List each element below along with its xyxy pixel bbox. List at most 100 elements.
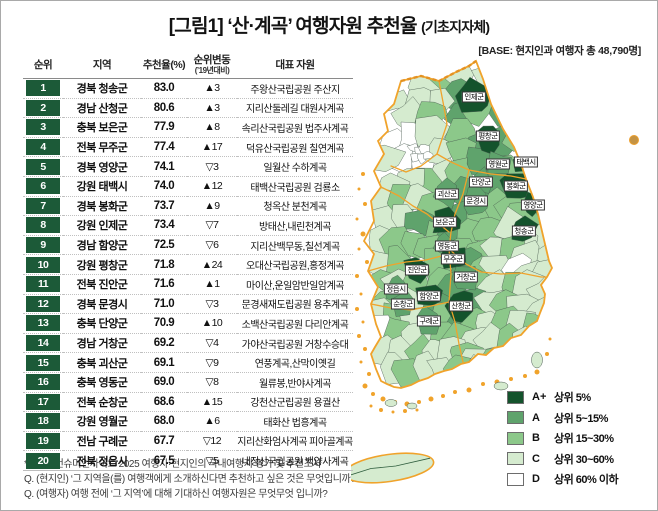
change-cell: ▽3 <box>187 294 237 315</box>
rank-cell: 19 <box>23 431 63 452</box>
resource-cell: 주왕산국립공원 주산지 <box>237 78 353 99</box>
change-cell: ▲15 <box>187 392 237 413</box>
rank-badge: 4 <box>26 139 60 156</box>
resource-cell: 청옥산 분천계곡 <box>237 196 353 217</box>
legend-label: 상위 15~30% <box>554 433 614 446</box>
rank-badge: 18 <box>26 413 60 430</box>
rank-badge: 6 <box>26 178 60 195</box>
resource-cell: 지리산둘레길 대원사계곡 <box>237 98 353 119</box>
resource-cell: 소백산국립공원 다리안계곡 <box>237 313 353 334</box>
map-region-label: 구례군 <box>416 315 442 327</box>
legend-swatch-b <box>507 431 524 445</box>
region-cell: 충북 괴산군 <box>63 352 141 373</box>
page-title: [그림1] ‘산·계곡’ 여행자원 추천율 (기초지자체) <box>1 11 657 38</box>
resource-cell: 덕유산국립공원 칠연계곡 <box>237 137 353 158</box>
rank-cell: 18 <box>23 411 63 432</box>
table-row: 10 강원 평창군 71.8 ▲24 오대산국립공원,홍정계곡 <box>23 254 353 275</box>
rank-badge: 10 <box>26 256 60 273</box>
resource-cell: 마이산,운일암반일암계곡 <box>237 274 353 295</box>
resource-cell: 연풍계곡,산막이옛길 <box>237 352 353 373</box>
map-region-label: 평창군 <box>475 130 501 142</box>
legend-swatch-a <box>507 411 524 425</box>
map-region-label: 청송군 <box>511 225 537 237</box>
legend-label: 상위 5~15% <box>554 412 608 425</box>
table-row: 12 경북 문경시 71.0 ▽3 문경새재도립공원 용추계곡 <box>23 294 353 315</box>
legend-item: B 상위 15~30% <box>507 428 618 449</box>
resource-cell: 문경새재도립공원 용추계곡 <box>237 294 353 315</box>
legend-grade: D <box>532 473 540 486</box>
legend-grade: B <box>532 432 540 445</box>
resource-cell: 태화산 법흥계곡 <box>237 411 353 432</box>
change-cell: ▽3 <box>187 156 237 177</box>
rank-cell: 10 <box>23 254 63 275</box>
map-region-label: 봉화군 <box>503 180 529 192</box>
legend-label: 상위 30~60% <box>554 453 614 466</box>
rate-cell: 73.7 <box>141 196 187 217</box>
rank-badge: 2 <box>26 99 60 116</box>
rate-cell: 68.0 <box>141 411 187 432</box>
rank-badge: 1 <box>26 80 60 97</box>
table-row: 6 강원 태백시 74.0 ▲12 태백산국립공원 검룡소 <box>23 176 353 197</box>
province-boundaries <box>367 80 548 363</box>
rate-cell: 71.0 <box>141 294 187 315</box>
rank-cell: 1 <box>23 78 63 99</box>
region-cell: 전북 순창군 <box>63 392 141 413</box>
dmz-line <box>400 60 477 83</box>
region-cell: 경남 거창군 <box>63 333 141 354</box>
change-cell: ▽8 <box>187 372 237 393</box>
rate-cell: 73.4 <box>141 215 187 236</box>
table-row: 14 경남 거창군 69.2 ▽4 가야산국립공원 거창수승대 <box>23 333 353 354</box>
ranking-table: 순위 지역 추천율(%) 순위변동 (’19년대비) 대표 자원 1 경북 청송군 8… <box>23 55 353 471</box>
region-cell: 전북 무주군 <box>63 137 141 158</box>
region-cell: 전남 구례군 <box>63 431 141 452</box>
region-cell: 강원 영월군 <box>63 411 141 432</box>
change-cell: ▲3 <box>187 98 237 119</box>
table-row: 9 경남 함양군 72.5 ▽6 지리산백무동,칠선계곡 <box>23 235 353 256</box>
base-note: [BASE: 현지인과 여행자 총 48,790명] <box>478 45 641 57</box>
rank-cell: 11 <box>23 274 63 295</box>
ulleungdo-island <box>629 135 639 145</box>
rate-cell: 71.6 <box>141 274 187 295</box>
region-cell: 경남 산청군 <box>63 98 141 119</box>
region-cell: 전북 정읍시 <box>63 450 141 471</box>
region-cell: 충북 영동군 <box>63 372 141 393</box>
region-cell: 경남 함양군 <box>63 235 141 256</box>
legend-grade: A+ <box>532 391 547 404</box>
rank-cell: 4 <box>23 137 63 158</box>
legend-item: A 상위 5~15% <box>507 408 618 429</box>
change-cell: ▽7 <box>187 215 237 236</box>
table-row: 8 강원 인제군 73.4 ▽7 방태산,내린천계곡 <box>23 215 353 236</box>
resource-cell: 월류봉,반야사계곡 <box>237 372 353 393</box>
table-row: 1 경북 청송군 83.0 ▲3 주왕산국립공원 주산지 <box>23 78 353 99</box>
resource-cell: 가야산국립공원 거창수승대 <box>237 333 353 354</box>
change-cell: ▲1 <box>187 274 237 295</box>
map-region-label: 산청군 <box>448 300 474 312</box>
municipality-cells <box>364 61 552 388</box>
region-cell: 전북 진안군 <box>63 274 141 295</box>
header-region: 지역 <box>63 55 141 79</box>
region-cell: 강원 평창군 <box>63 254 141 275</box>
rate-cell: 67.7 <box>141 431 187 452</box>
rank-badge: 13 <box>26 315 60 332</box>
table-header-row: 순위 지역 추천율(%) 순위변동 (’19년대비) 대표 자원 <box>23 55 353 79</box>
header-change: 순위변동 (’19년대비) <box>187 55 237 79</box>
map-region-label: 거창군 <box>453 271 479 283</box>
map-region-label: 영월군 <box>485 158 511 170</box>
map-region-label: 괴산군 <box>434 188 460 200</box>
rank-badge: 15 <box>26 354 60 371</box>
region-cell: 경북 봉화군 <box>63 196 141 217</box>
resource-cell: 지리산화엄사계곡 피아골계곡 <box>237 431 353 452</box>
legend-grade: C <box>532 452 540 465</box>
rank-badge: 5 <box>26 158 60 175</box>
resource-cell: 속리산국립공원 법주사계곡 <box>237 117 353 138</box>
table-row: 19 전남 구례군 67.7 ▽12 지리산화엄사계곡 피아골계곡 <box>23 431 353 452</box>
region-cell: 강원 태백시 <box>63 176 141 197</box>
rate-cell: 74.0 <box>141 176 187 197</box>
change-cell: ▽6 <box>187 235 237 256</box>
table-row: 11 전북 진안군 71.6 ▲1 마이산,운일암반일암계곡 <box>23 274 353 295</box>
change-cell: ▲3 <box>187 78 237 99</box>
table-row: 15 충북 괴산군 69.1 ▽9 연풍계곡,산막이옛길 <box>23 352 353 373</box>
rank-badge: 14 <box>26 335 60 352</box>
rank-badge: 3 <box>26 119 60 136</box>
